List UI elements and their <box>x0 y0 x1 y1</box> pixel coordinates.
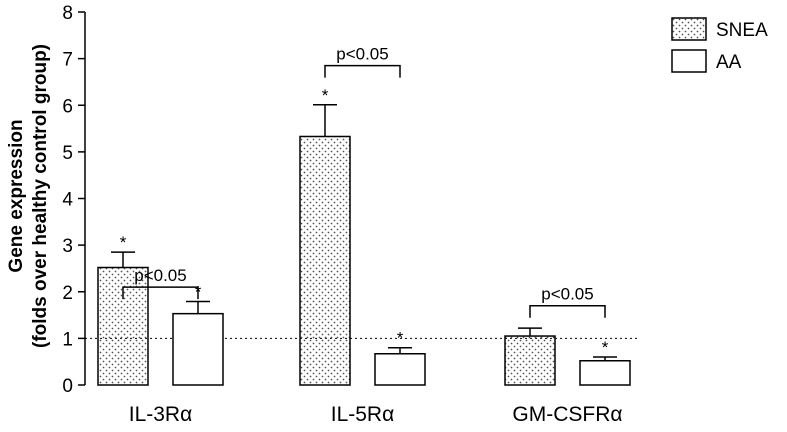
legend: SNEA AA <box>671 17 768 73</box>
y-tick-label: 4 <box>62 190 73 211</box>
bar-aa <box>172 312 224 386</box>
legend-swatch-aa <box>671 49 707 73</box>
significance-bracket <box>529 304 606 318</box>
y-tick-label: 0 <box>62 376 73 397</box>
y-tick-label: 1 <box>62 329 73 350</box>
significance-bracket <box>324 64 401 78</box>
bar-snea <box>504 335 556 386</box>
p-value-annotation: p<0.05 <box>134 266 186 285</box>
x-category-label: GM-CSFRα <box>512 403 622 426</box>
significance-marker: * <box>602 338 609 357</box>
p-value-annotation: p<0.05 <box>336 45 388 64</box>
legend-swatch-snea <box>671 17 707 41</box>
y-tick-label: 6 <box>62 96 73 117</box>
y-axis-label-line2: (folds over healthy control group) <box>30 44 51 348</box>
bar-snea <box>97 266 149 386</box>
y-tick-label: 5 <box>62 143 73 164</box>
bar-aa <box>374 353 426 386</box>
significance-bracket <box>122 286 199 300</box>
x-category-label: IL-5Rα <box>331 403 395 426</box>
y-tick-label: 7 <box>62 50 73 71</box>
y-tick-label: 2 <box>62 283 73 304</box>
x-category-label: IL-3Rα <box>129 403 193 426</box>
y-tick-label: 8 <box>62 3 73 24</box>
significance-marker: * <box>397 329 404 348</box>
p-value-annotation: p<0.05 <box>541 285 593 304</box>
significance-marker: * <box>120 233 127 252</box>
legend-label-snea: SNEA <box>716 20 768 41</box>
bar-snea <box>299 135 351 386</box>
y-tick-label: 3 <box>62 236 73 257</box>
significance-marker: * <box>322 86 329 105</box>
plot-area: 012345678**IL-3Rα**IL-5Rα*GM-CSFRαp<0.05… <box>62 3 640 426</box>
y-axis-label-line1: Gene expression <box>6 119 27 272</box>
bar-aa <box>579 360 631 386</box>
legend-label-aa: AA <box>716 52 742 73</box>
